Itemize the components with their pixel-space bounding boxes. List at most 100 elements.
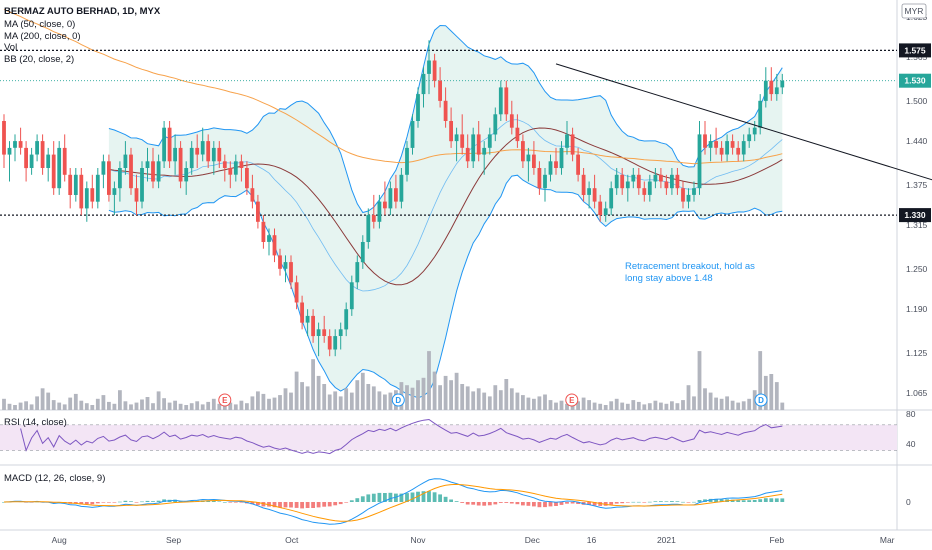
volume-bars: [2, 351, 785, 410]
candle-body: [769, 80, 774, 95]
volume-bar: [763, 375, 768, 410]
price-tag-label: 1.575: [904, 45, 926, 55]
macd-histogram-bar: [559, 502, 564, 505]
candle-body: [438, 80, 442, 101]
volume-bar: [647, 403, 652, 410]
macd-histogram-bar: [614, 502, 619, 504]
candle-body: [250, 188, 255, 202]
event-markers[interactable]: EDEDE: [218, 393, 932, 407]
legend-bollinger: BB (20, close, 2): [4, 54, 74, 65]
macd-histogram-bar: [283, 502, 288, 508]
volume-bar: [576, 401, 580, 410]
volume-bar: [620, 402, 625, 410]
macd-histogram-bar: [509, 502, 514, 504]
time-tick-label: Aug: [52, 535, 67, 545]
volume-bar: [697, 351, 702, 410]
volume-bar: [708, 392, 713, 410]
macd-histogram-bar: [532, 502, 536, 507]
volume-bar: [714, 397, 718, 410]
candle-body: [228, 168, 233, 175]
volume-bar: [250, 396, 255, 410]
volume-bar: [35, 396, 39, 410]
candle-body: [316, 329, 321, 336]
volume-bar: [167, 402, 172, 410]
volume-bar: [300, 382, 304, 410]
candle-body: [366, 215, 371, 242]
macd-label: MACD (12, 26, close, 9): [4, 473, 105, 484]
candle-body: [410, 121, 415, 148]
legend-ma50: MA (50, close, 0): [4, 19, 75, 30]
horizontal-levels: [0, 49, 897, 216]
macd-histogram-bar: [101, 502, 106, 503]
macd-histogram-bar: [526, 502, 531, 506]
rsi-tick-80: 80: [906, 409, 916, 419]
macd-histogram-bar: [438, 494, 442, 502]
price-tag-label: 1.330: [904, 210, 926, 220]
candle-body: [79, 174, 84, 209]
volume-bar: [747, 398, 752, 410]
event-marker-letter: D: [758, 396, 764, 405]
candle-body: [173, 147, 177, 162]
volume-bar: [719, 398, 724, 410]
candle-body: [195, 147, 200, 155]
macd-histogram-bar: [239, 502, 244, 503]
macd-histogram-bar: [565, 502, 569, 504]
candle-body: [162, 127, 166, 162]
time-tick-label: Mar: [880, 535, 895, 545]
time-tick-label: Sep: [166, 535, 181, 545]
candle-body: [576, 154, 580, 175]
candle-body: [112, 188, 117, 195]
candle-body: [427, 60, 431, 74]
candle-body: [267, 235, 271, 242]
volume-bar: [134, 402, 139, 410]
candle-body: [68, 174, 73, 195]
bollinger-bands: [108, 24, 783, 399]
candle-body: [449, 121, 453, 142]
volume-bar: [178, 403, 183, 410]
macd-histogram-bar: [587, 502, 591, 505]
macd-histogram-bar: [570, 502, 575, 504]
candle-body: [598, 201, 603, 215]
candle-body: [245, 168, 249, 189]
macd-histogram-bar: [211, 501, 216, 502]
volume-bar: [73, 393, 78, 410]
volume-bar: [123, 401, 128, 410]
candle-body: [454, 134, 459, 142]
macd-histogram-bar: [769, 498, 774, 502]
volume-bar: [360, 372, 365, 410]
currency-badge: [901, 3, 927, 19]
candle-body: [537, 168, 542, 189]
volume-bar: [46, 392, 51, 410]
macd-histogram-bar: [355, 498, 360, 502]
volume-bar: [625, 403, 630, 410]
candle-body: [675, 174, 680, 189]
candle-body: [498, 87, 503, 115]
volume-bar: [670, 401, 674, 410]
volume-bar: [278, 395, 282, 410]
volume-bar: [692, 396, 696, 410]
volume-bar: [383, 394, 387, 410]
volume-bar: [388, 392, 393, 410]
time-tick-label: Oct: [285, 535, 299, 545]
volume-bar: [659, 402, 663, 410]
candle-body: [189, 147, 194, 169]
candle-body: [460, 134, 465, 148]
candle-body: [587, 188, 591, 195]
macd-histogram-bar: [692, 501, 696, 503]
candlesticks[interactable]: [2, 40, 785, 357]
macd-histogram-bar: [681, 501, 685, 503]
price-tick-label: 1.500: [906, 96, 928, 106]
macd-histogram-bar: [327, 502, 332, 507]
volume-bar: [476, 388, 481, 410]
volume-bar: [642, 404, 647, 410]
macd-histogram-bar: [366, 494, 371, 502]
volume-bar: [454, 372, 459, 410]
candle-body: [327, 336, 332, 350]
candle-body: [703, 134, 707, 148]
candle-body: [206, 141, 211, 162]
volume-bar: [311, 359, 315, 410]
candle-body: [261, 221, 266, 242]
macd-histogram-bar: [394, 493, 398, 502]
macd-histogram-bar: [487, 502, 492, 506]
